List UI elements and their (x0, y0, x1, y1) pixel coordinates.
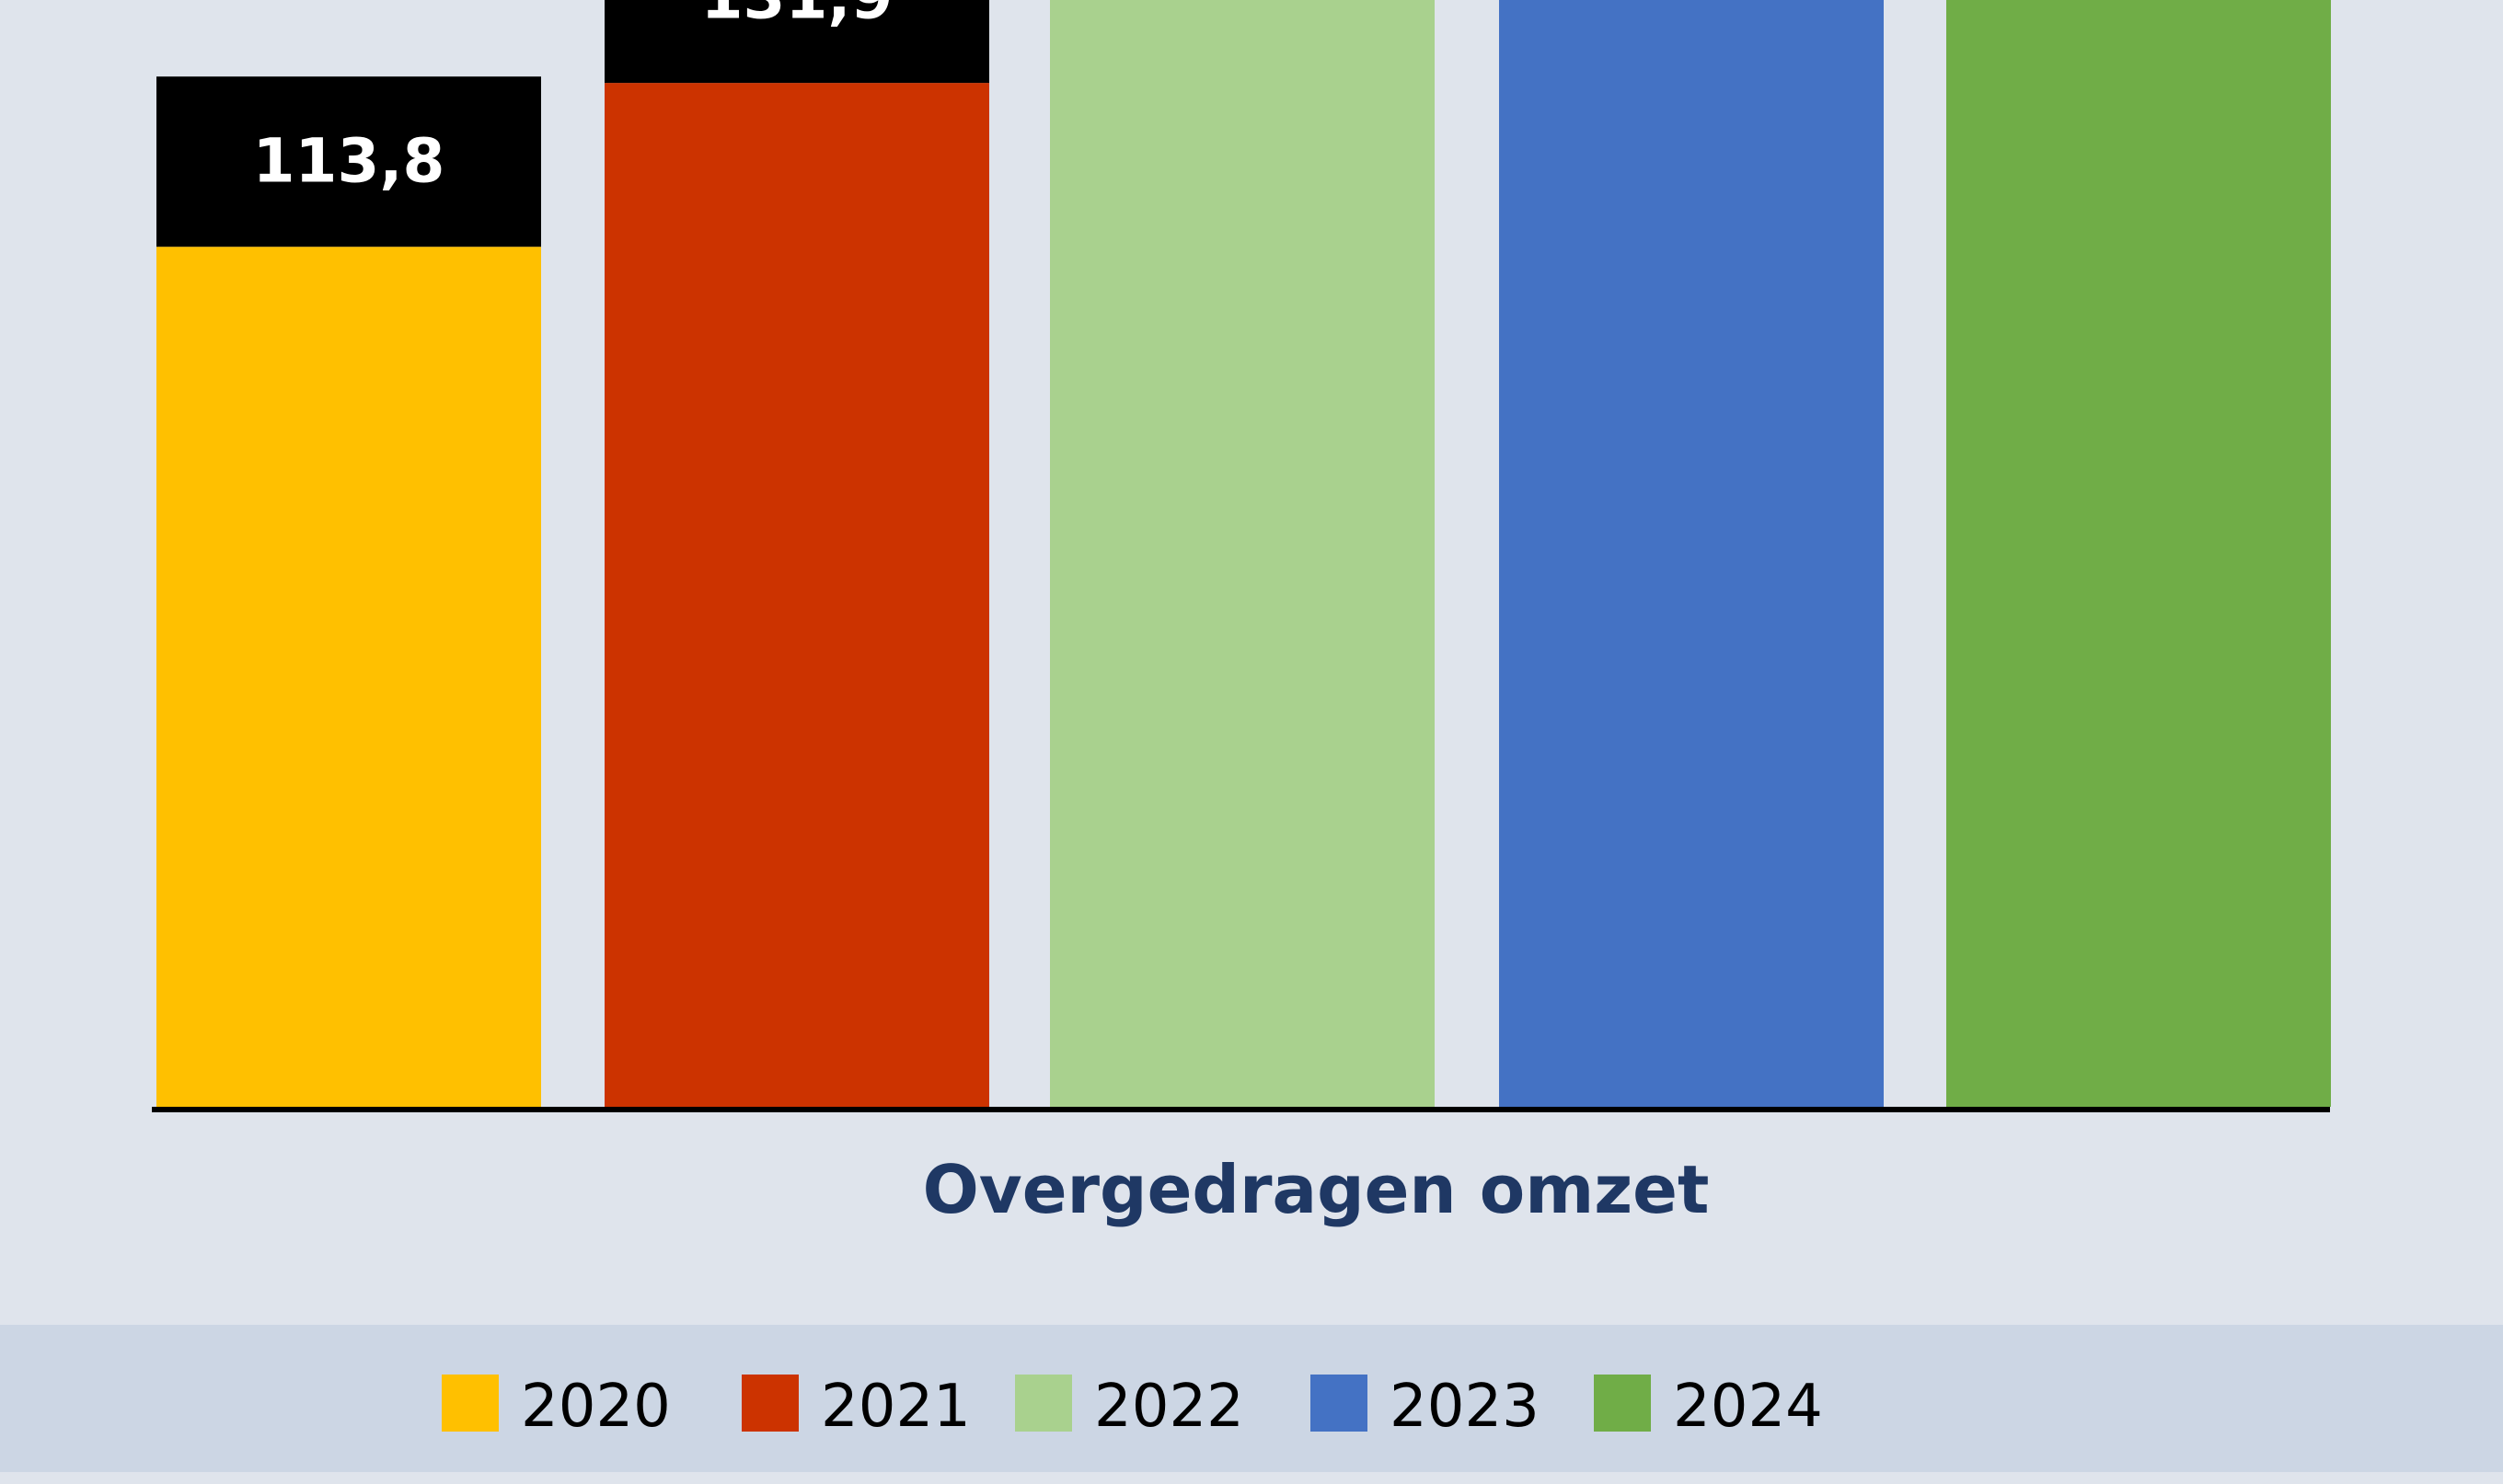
x-axis-label: Overgedragen omzet (923, 1151, 1710, 1228)
bar-2022 (1050, 0, 1435, 1107)
legend-label-2024: 2024 (1673, 1373, 1823, 1441)
bars-group: 113,8131,9163,6168,5157,0 (156, 0, 2331, 1107)
legend-swatch-2021 (742, 1375, 799, 1432)
legend-label-2021: 2021 (821, 1373, 971, 1441)
bar-2020 (156, 247, 541, 1107)
data-label-2021: 131,9 (701, 0, 894, 33)
legend-swatch-2023 (1310, 1375, 1367, 1432)
data-label-2020: 113,8 (253, 126, 445, 197)
bar-2021 (605, 83, 989, 1107)
legend: 2020 2021 2022 2023 2024 (442, 1373, 1823, 1441)
legend-label-2020: 2020 (521, 1373, 671, 1441)
legend-band (0, 1325, 2503, 1472)
legend-label-2022: 2022 (1094, 1373, 1244, 1441)
legend-label-2023: 2023 (1390, 1373, 1540, 1441)
bar-2024 (1946, 0, 2331, 1107)
legend-swatch-2022 (1015, 1375, 1072, 1432)
legend-swatch-2020 (442, 1375, 499, 1432)
legend-swatch-2024 (1594, 1375, 1651, 1432)
bar-2023 (1499, 0, 1884, 1107)
